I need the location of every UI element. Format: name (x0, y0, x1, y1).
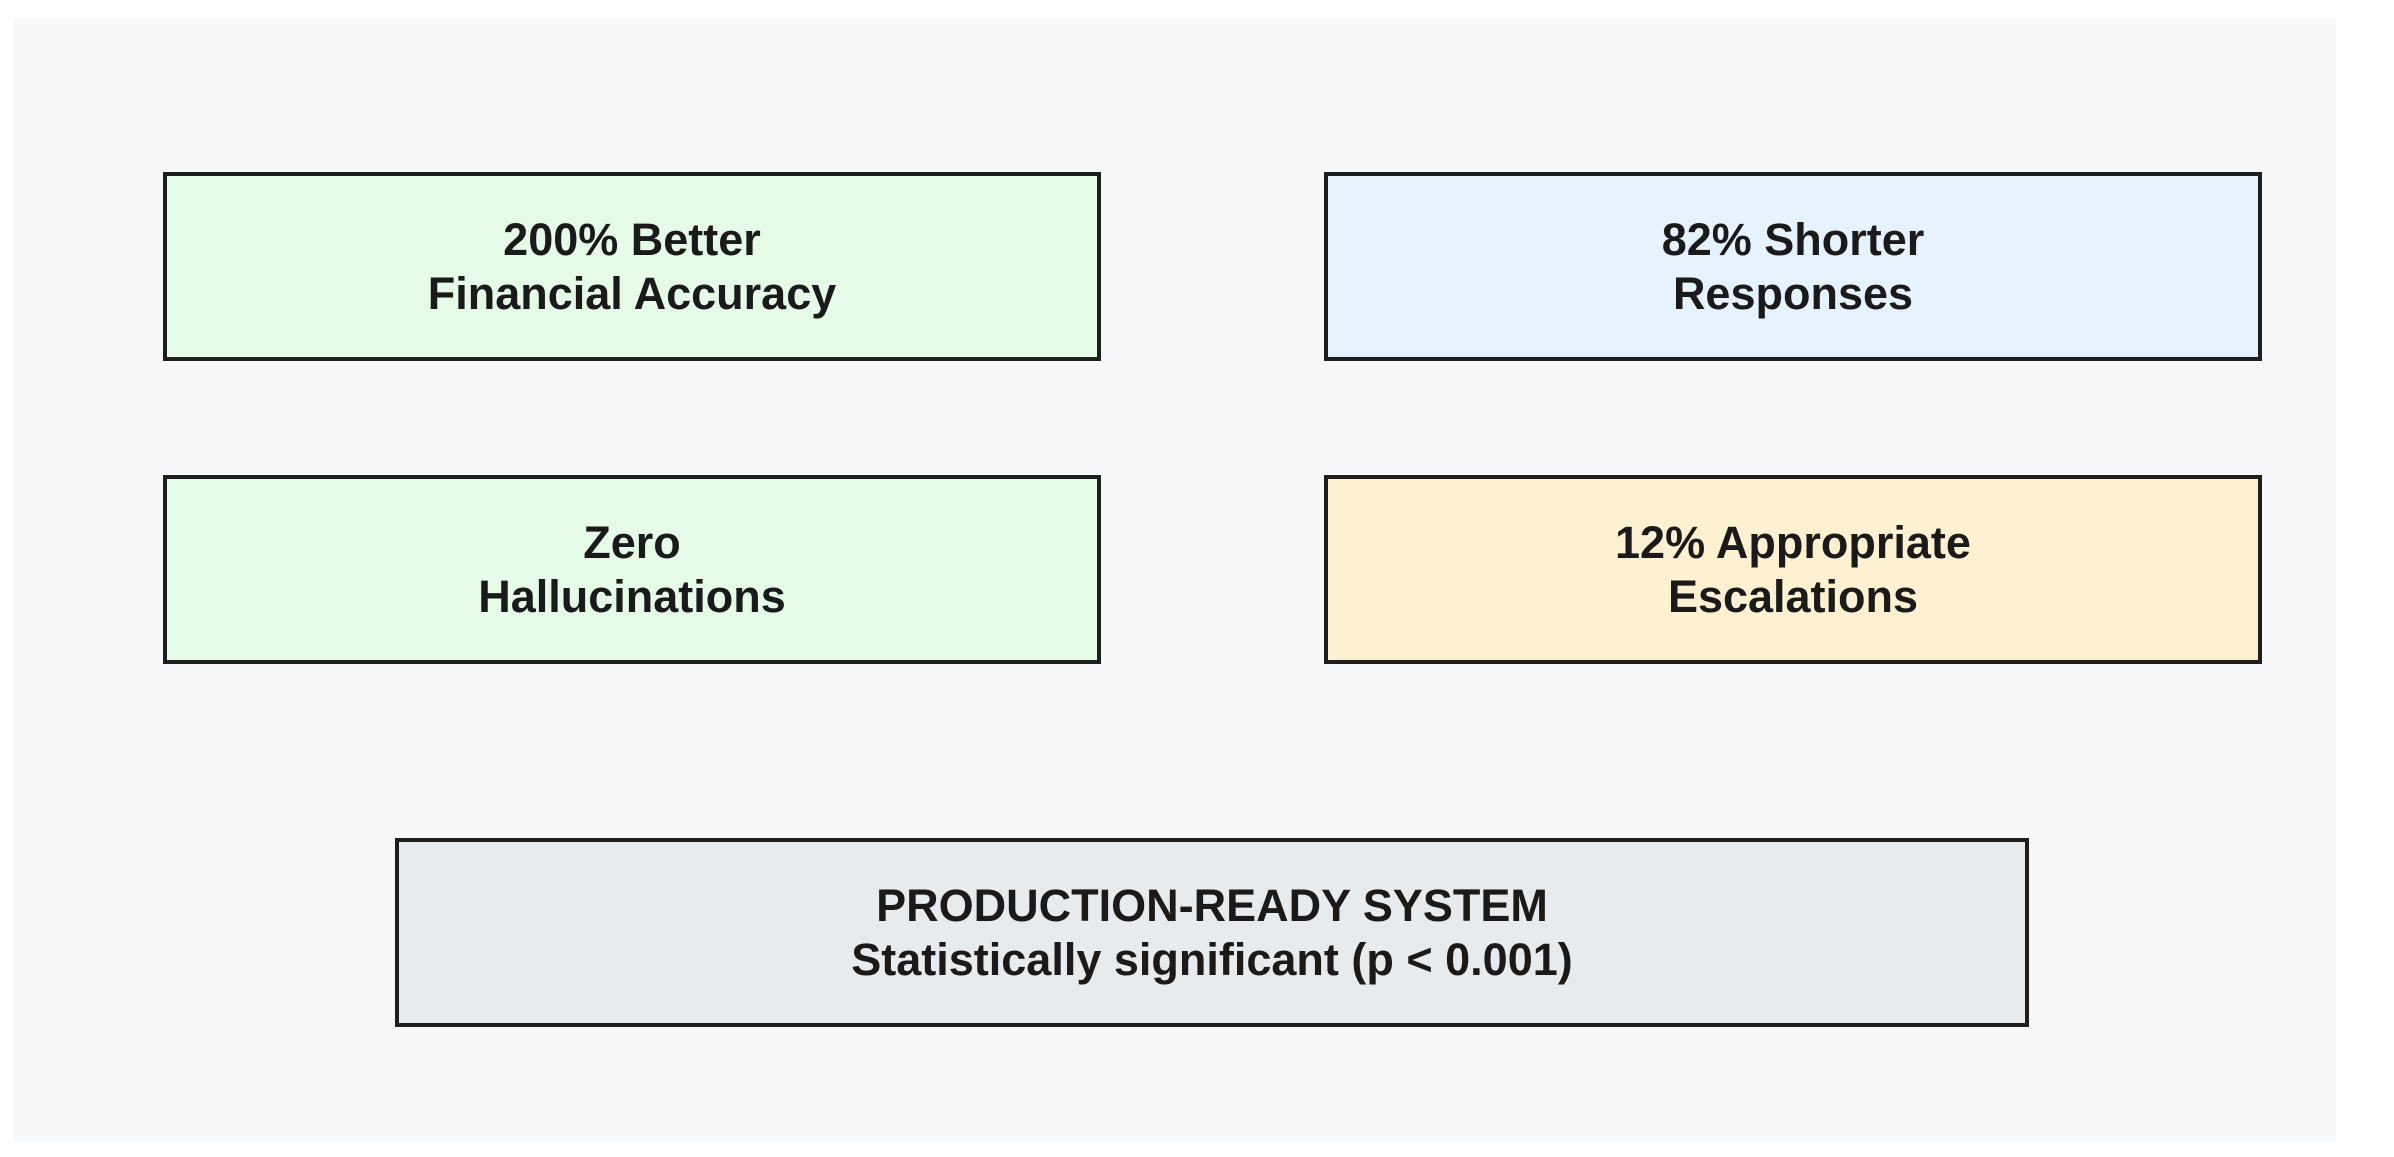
metric-box-line-2: Hallucinations (478, 570, 786, 622)
metric-box-zero-hallucinations: Zero Hallucinations (163, 475, 1101, 664)
summary-box-line-1: PRODUCTION-READY SYSTEM (876, 879, 1548, 931)
metric-box-line-2: Escalations (1667, 570, 1919, 622)
summary-box-line-2: Statistically significant (p < 0.001) (851, 933, 1573, 985)
metric-box-line-1: 200% Better (503, 213, 761, 265)
summary-box-production-ready: PRODUCTION-READY SYSTEM Statistically si… (395, 838, 2029, 1027)
metric-box-escalations: 12% Appropriate Escalations (1324, 475, 2262, 664)
metric-box-line-1: 12% Appropriate (1615, 516, 1971, 568)
metric-box-line-1: Zero (583, 516, 681, 568)
metric-box-line-2: Responses (1672, 267, 1914, 319)
metric-box-line-2: Financial Accuracy (427, 267, 837, 319)
metric-box-financial-accuracy: 200% Better Financial Accuracy (163, 172, 1101, 361)
metric-box-shorter-responses: 82% Shorter Responses (1324, 172, 2262, 361)
metric-box-line-1: 82% Shorter (1661, 213, 1925, 265)
